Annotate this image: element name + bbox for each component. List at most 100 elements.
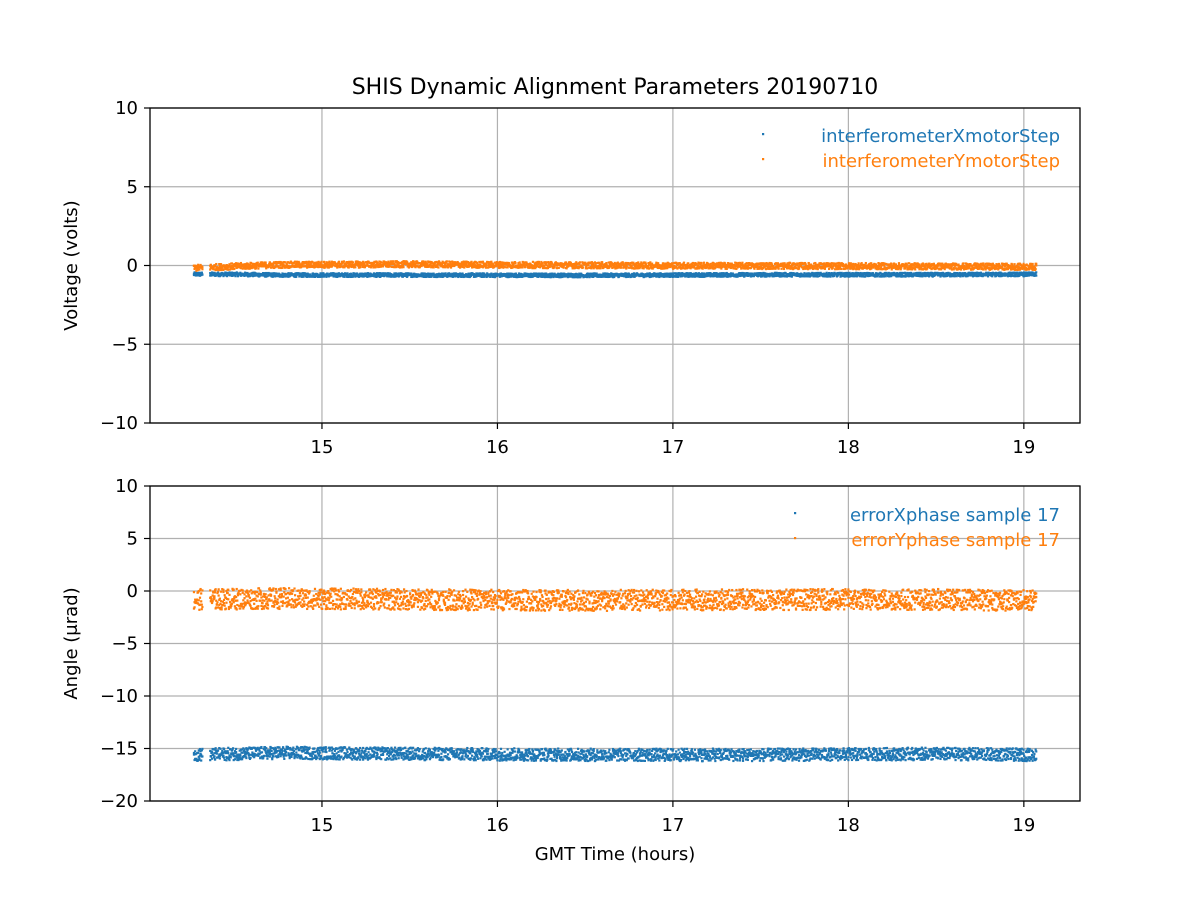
data-point [655,261,658,264]
data-point [681,267,684,270]
data-point [475,261,479,264]
data-point [390,265,394,268]
data-point [671,262,674,265]
data-point [273,273,276,276]
data-point [215,266,218,269]
data-point [236,271,239,275]
data-point [752,274,755,277]
data-point [979,274,982,277]
data-point [720,267,723,270]
data-point [654,272,657,276]
data-point [458,266,462,269]
data-point [847,275,851,278]
data-point [233,267,236,271]
data-point [394,261,397,264]
data-point [471,266,474,269]
data-point [598,263,601,266]
data-point [787,263,790,266]
data-point [255,265,258,269]
data-point [616,264,619,267]
data-point [620,263,624,266]
data-point [307,275,311,278]
data-point [749,266,752,270]
data-point [460,263,463,267]
data-point [499,263,503,266]
data-point [238,262,241,266]
data-point [317,265,320,269]
data-point [451,272,454,275]
data-point [330,262,333,265]
data-point [613,275,616,279]
data-point [543,265,546,268]
data-point [648,274,651,277]
data-point [722,265,725,268]
data-point [884,275,887,278]
data-point [501,262,504,265]
data-point [755,262,758,265]
data-point [1035,271,1038,274]
data-point [454,275,457,278]
data-point [835,267,839,271]
data-point [1030,274,1034,277]
data-point [601,262,604,265]
data-point [779,273,782,276]
data-point [764,265,767,268]
data-point [213,265,217,268]
data-point [381,265,385,268]
data-point [282,263,285,267]
data-point [828,267,831,271]
data-point [624,261,627,265]
data-point [495,261,498,264]
data-point [847,266,850,269]
data-point [230,264,233,268]
data-point [519,265,522,268]
data-point [778,275,781,278]
data-point [312,275,315,278]
data-point [233,272,236,275]
data-point [199,263,202,267]
data-point [764,262,767,265]
data-point [294,265,297,268]
data-point [464,274,468,278]
data-point [539,273,542,276]
data-point [209,263,212,266]
data-point [514,274,517,277]
data-point [856,273,859,276]
data-point [747,272,750,275]
data-point [780,267,783,270]
data-point [638,266,642,269]
data-point [854,274,857,277]
data-point [201,268,204,271]
data-point [555,264,559,267]
data-point [577,274,580,278]
data-point [610,265,613,268]
data-point [387,275,391,278]
data-point [221,265,224,268]
data-point [484,266,488,269]
data-point [802,262,805,265]
data-point [699,261,702,265]
data-point [425,275,428,278]
data-point [345,273,348,276]
data-point [720,275,723,278]
data-point [552,263,556,266]
data-point [387,265,391,268]
data-point [415,273,418,276]
data-point [981,274,984,278]
data-point [414,262,417,265]
data-point [356,261,359,264]
data-point [548,276,551,279]
data-point [461,272,464,275]
data-point [519,275,522,278]
data-point [719,264,722,267]
data-point [832,264,835,268]
data-point [563,272,566,275]
data-point [286,274,289,277]
data-point [341,262,344,265]
data-point [257,267,260,270]
data-point [461,262,465,265]
data-point [709,262,712,266]
data-point [343,266,346,269]
data-point [635,263,638,267]
data-point [818,262,821,265]
